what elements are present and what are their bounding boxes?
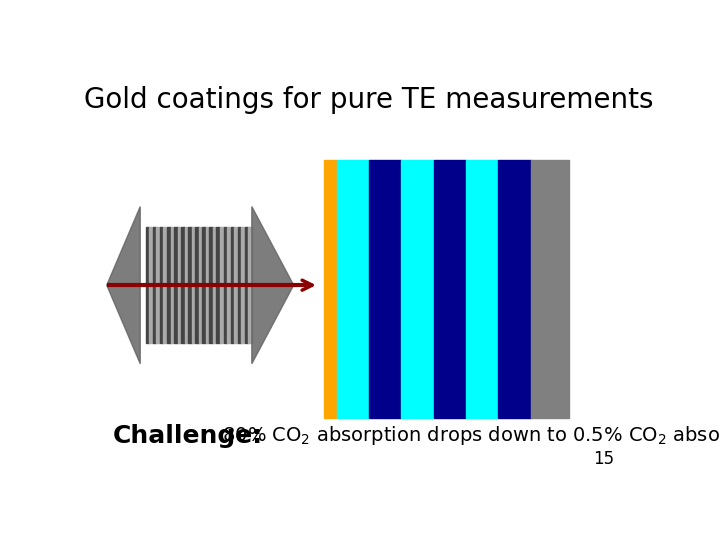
Text: 80% CO$_2$ absorption drops down to 0.5% CO$_2$ absorption.: 80% CO$_2$ absorption drops down to 0.5%…	[215, 424, 720, 448]
Bar	[230, 227, 234, 343]
Bar	[174, 227, 178, 343]
Bar	[227, 227, 230, 343]
Bar	[498, 160, 531, 418]
Bar	[223, 227, 227, 343]
Bar	[248, 227, 252, 343]
Bar	[369, 160, 401, 418]
Bar	[156, 227, 160, 343]
Bar	[145, 227, 149, 343]
Bar	[241, 227, 245, 343]
Bar	[195, 227, 199, 343]
Text: Gold coatings for pure TE measurements: Gold coatings for pure TE measurements	[84, 85, 654, 113]
Text: 15: 15	[593, 450, 615, 468]
Bar	[192, 227, 195, 343]
Bar	[217, 227, 220, 343]
Bar	[210, 227, 213, 343]
Bar	[199, 227, 202, 343]
Bar	[206, 227, 210, 343]
Bar	[149, 227, 153, 343]
Bar	[238, 227, 241, 343]
Bar	[202, 227, 206, 343]
Polygon shape	[252, 207, 294, 364]
Bar	[401, 160, 433, 418]
Bar	[213, 227, 217, 343]
Polygon shape	[107, 207, 140, 364]
Bar	[531, 160, 569, 418]
Bar	[167, 227, 171, 343]
Bar	[153, 227, 156, 343]
Bar	[160, 227, 163, 343]
Text: Challenge:: Challenge:	[112, 424, 263, 448]
Bar	[171, 227, 174, 343]
Bar	[163, 227, 167, 343]
Bar	[234, 227, 238, 343]
Bar	[188, 227, 192, 343]
Bar	[220, 227, 223, 343]
Bar	[181, 227, 184, 343]
Bar	[324, 160, 337, 418]
Bar	[337, 160, 369, 418]
Bar	[433, 160, 466, 418]
Bar	[245, 227, 248, 343]
Bar	[466, 160, 498, 418]
Bar	[184, 227, 188, 343]
Bar	[178, 227, 181, 343]
